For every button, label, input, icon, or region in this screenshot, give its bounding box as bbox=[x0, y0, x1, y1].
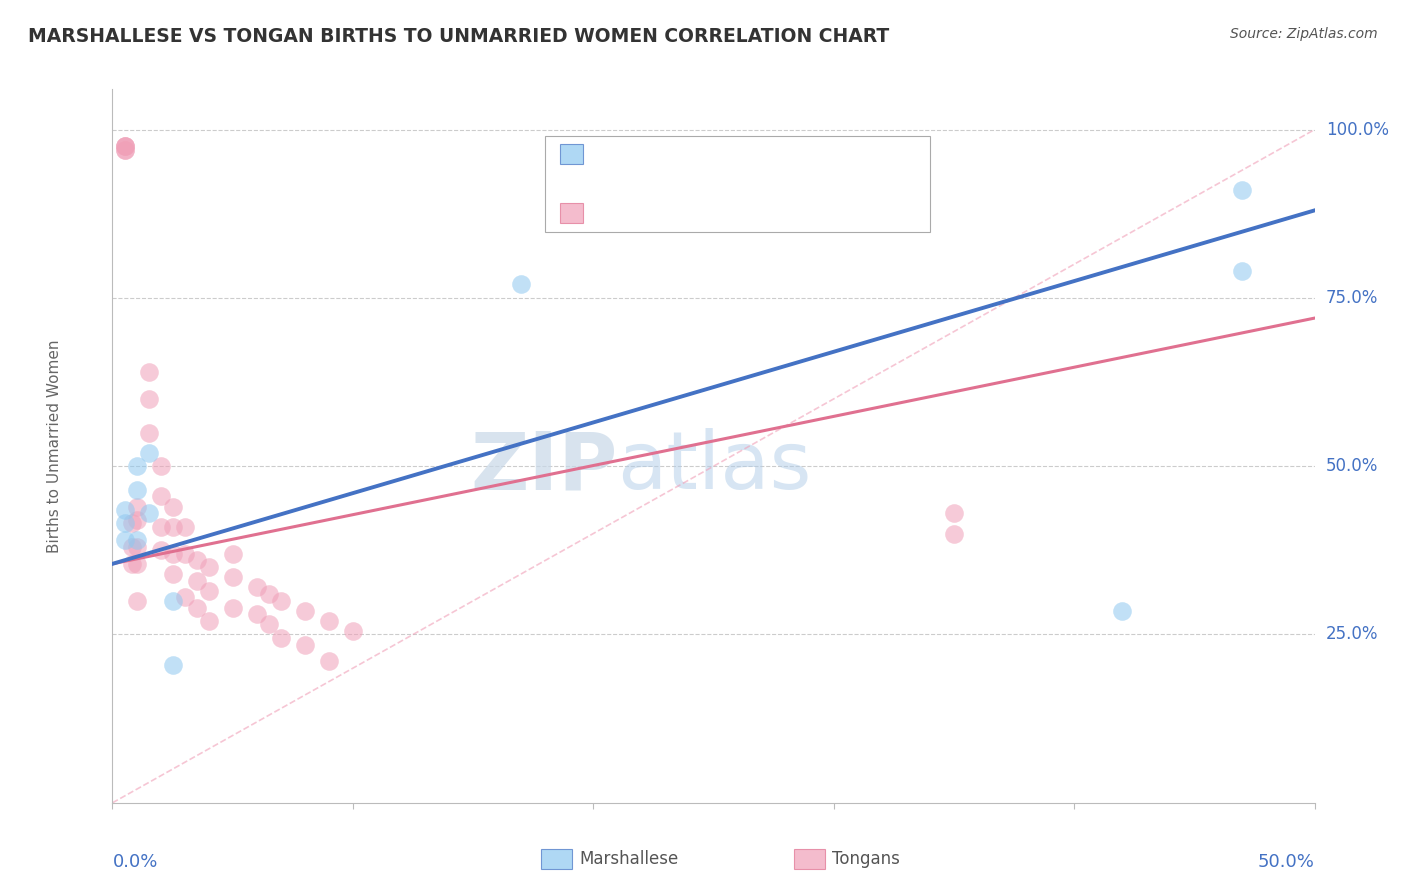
Point bbox=[114, 516, 136, 531]
Text: 75.0%: 75.0% bbox=[1326, 289, 1378, 307]
Point bbox=[121, 516, 143, 531]
Point bbox=[138, 365, 160, 379]
FancyBboxPatch shape bbox=[546, 136, 929, 232]
Point bbox=[125, 533, 148, 548]
Text: atlas: atlas bbox=[617, 428, 811, 507]
Point bbox=[114, 143, 136, 157]
Text: ZIP: ZIP bbox=[470, 428, 617, 507]
Point bbox=[114, 139, 136, 153]
Point bbox=[149, 459, 172, 474]
Point bbox=[1232, 264, 1254, 278]
Point bbox=[186, 553, 208, 567]
Point bbox=[294, 638, 316, 652]
Text: 50.0%: 50.0% bbox=[1258, 853, 1315, 871]
Point bbox=[121, 540, 143, 554]
Point bbox=[257, 617, 280, 632]
Point bbox=[318, 655, 340, 669]
Point bbox=[162, 594, 184, 608]
Point bbox=[125, 513, 148, 527]
FancyBboxPatch shape bbox=[560, 203, 583, 223]
Text: R = 0.649: R = 0.649 bbox=[602, 145, 692, 163]
Text: R = 0.328: R = 0.328 bbox=[602, 204, 692, 222]
Point bbox=[186, 600, 208, 615]
Point bbox=[270, 594, 292, 608]
Point bbox=[162, 500, 184, 514]
Text: Marshallese: Marshallese bbox=[579, 850, 679, 868]
Point bbox=[270, 631, 292, 645]
Text: MARSHALLESE VS TONGAN BIRTHS TO UNMARRIED WOMEN CORRELATION CHART: MARSHALLESE VS TONGAN BIRTHS TO UNMARRIE… bbox=[28, 27, 890, 45]
Point bbox=[138, 446, 160, 460]
Point bbox=[186, 574, 208, 588]
Point bbox=[942, 526, 965, 541]
Text: N = 14: N = 14 bbox=[758, 145, 821, 163]
Point bbox=[121, 557, 143, 571]
Point bbox=[138, 425, 160, 440]
Point bbox=[942, 506, 965, 520]
Point bbox=[125, 557, 148, 571]
Point bbox=[222, 547, 245, 561]
Point bbox=[125, 500, 148, 514]
Point bbox=[125, 459, 148, 474]
Point bbox=[173, 591, 195, 605]
Point bbox=[246, 607, 269, 622]
Text: 0.0%: 0.0% bbox=[112, 853, 157, 871]
Point bbox=[510, 277, 533, 292]
Point bbox=[294, 604, 316, 618]
Point bbox=[125, 594, 148, 608]
Point bbox=[162, 520, 184, 534]
Point bbox=[222, 570, 245, 584]
Point bbox=[114, 533, 136, 548]
Point bbox=[114, 139, 136, 153]
Point bbox=[162, 657, 184, 672]
Point bbox=[1111, 604, 1133, 618]
Point bbox=[114, 143, 136, 157]
Point bbox=[222, 600, 245, 615]
Point bbox=[162, 566, 184, 581]
Point bbox=[197, 583, 219, 598]
Point bbox=[342, 624, 364, 639]
Point bbox=[257, 587, 280, 601]
Point bbox=[114, 139, 136, 153]
Point bbox=[149, 543, 172, 558]
Point bbox=[149, 490, 172, 504]
Point bbox=[246, 580, 269, 594]
Point bbox=[138, 392, 160, 406]
Point bbox=[318, 614, 340, 628]
Point bbox=[173, 547, 195, 561]
Point bbox=[173, 520, 195, 534]
Text: Source: ZipAtlas.com: Source: ZipAtlas.com bbox=[1230, 27, 1378, 41]
FancyBboxPatch shape bbox=[560, 145, 583, 164]
Text: N = 49: N = 49 bbox=[758, 204, 821, 222]
Text: 100.0%: 100.0% bbox=[1326, 120, 1389, 138]
Point bbox=[149, 520, 172, 534]
Point bbox=[114, 503, 136, 517]
Point bbox=[162, 547, 184, 561]
Point bbox=[197, 560, 219, 574]
Text: 25.0%: 25.0% bbox=[1326, 625, 1378, 643]
Text: Births to Unmarried Women: Births to Unmarried Women bbox=[48, 339, 62, 553]
Point bbox=[125, 483, 148, 497]
Text: 50.0%: 50.0% bbox=[1326, 458, 1378, 475]
Point bbox=[138, 506, 160, 520]
Point bbox=[1232, 183, 1254, 197]
Text: Tongans: Tongans bbox=[832, 850, 900, 868]
Point bbox=[197, 614, 219, 628]
Point bbox=[125, 540, 148, 554]
